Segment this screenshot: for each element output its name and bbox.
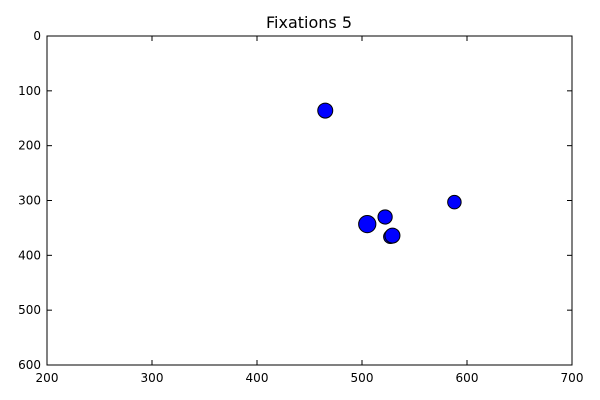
scatter-point bbox=[358, 214, 377, 234]
points-layer bbox=[317, 102, 462, 244]
x-tick-label: 200 bbox=[36, 371, 59, 385]
chart-title: Fixations 5 bbox=[266, 13, 352, 32]
y-tick-label: 300 bbox=[18, 194, 41, 208]
x-tick-label: 600 bbox=[456, 371, 479, 385]
x-tick-label: 700 bbox=[561, 371, 584, 385]
y-tick-label: 400 bbox=[18, 248, 41, 262]
x-tick-label: 500 bbox=[351, 371, 374, 385]
scatter-point bbox=[384, 227, 401, 244]
plot-frame bbox=[46, 35, 573, 366]
x-tick-label: 400 bbox=[246, 371, 269, 385]
y-tick-label: 500 bbox=[18, 303, 41, 317]
scatter-point bbox=[317, 102, 334, 119]
scatter-point bbox=[377, 209, 393, 225]
y-tick-label: 0 bbox=[33, 29, 41, 43]
x-tick-label: 300 bbox=[141, 371, 164, 385]
y-tick-label: 100 bbox=[18, 84, 41, 98]
ticks-layer: 200 300 400 500 600 700 0 100 200 300 400 500 600 bbox=[18, 29, 583, 385]
y-tick-label: 600 bbox=[18, 358, 41, 372]
y-tick-label: 200 bbox=[18, 139, 41, 153]
scatter-point bbox=[447, 194, 462, 210]
